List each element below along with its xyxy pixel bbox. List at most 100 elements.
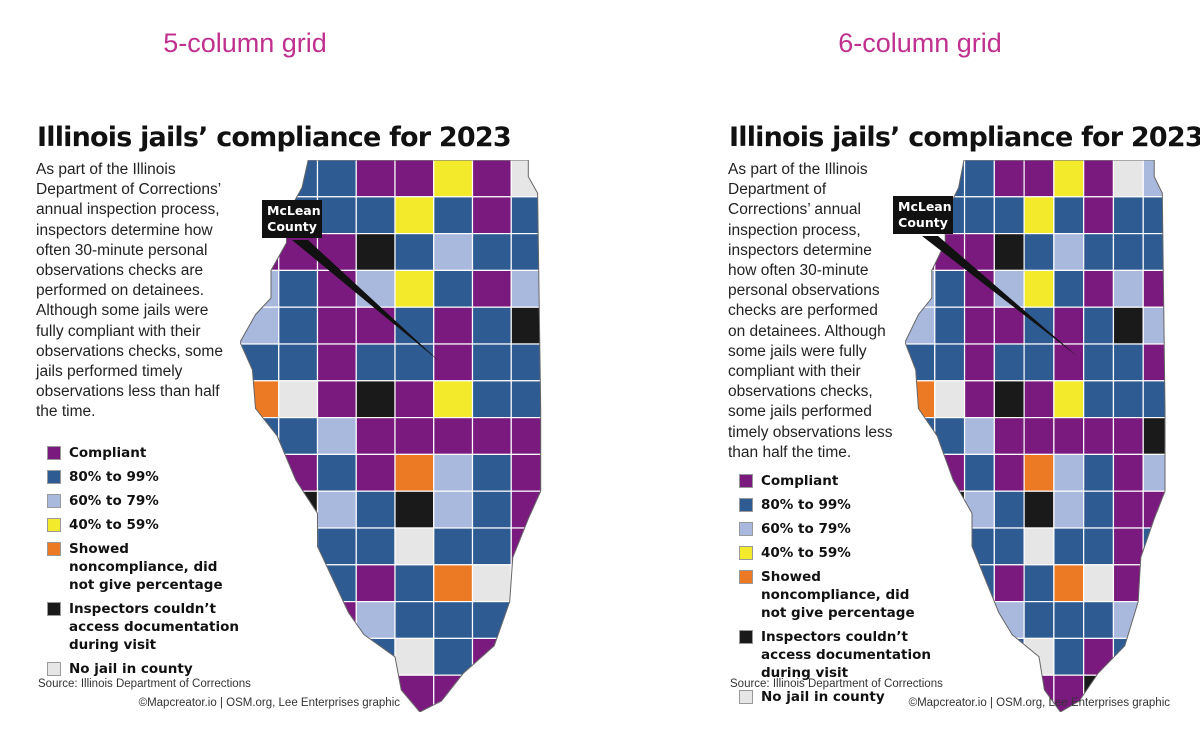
county xyxy=(934,527,966,566)
county xyxy=(433,160,474,198)
legend-item: No jail in county xyxy=(739,688,939,706)
county xyxy=(1083,232,1115,271)
county xyxy=(934,417,966,456)
county xyxy=(471,453,512,492)
county xyxy=(394,637,435,676)
county xyxy=(1023,343,1055,382)
county xyxy=(963,527,995,566)
county xyxy=(963,196,995,235)
county xyxy=(934,306,966,345)
county xyxy=(934,232,966,271)
county xyxy=(993,564,1025,603)
county xyxy=(355,527,396,566)
county xyxy=(1023,527,1055,566)
county xyxy=(1142,637,1165,676)
county xyxy=(963,601,995,640)
county xyxy=(278,601,319,640)
county xyxy=(471,380,512,419)
county xyxy=(355,160,396,198)
county xyxy=(510,343,541,382)
county xyxy=(510,601,541,640)
county xyxy=(433,232,474,271)
source: Source: Illinois Department of Correctio… xyxy=(38,678,251,690)
legend-label: 80% to 99% xyxy=(761,497,851,513)
county xyxy=(1053,564,1085,603)
county xyxy=(316,232,357,271)
legend-label: Inspectors couldn’t access documentation… xyxy=(761,629,931,681)
legend-swatch xyxy=(47,446,61,460)
legend-label: Compliant xyxy=(761,473,839,489)
legend-item: No jail in county xyxy=(47,660,247,678)
county xyxy=(394,380,435,419)
county xyxy=(394,490,435,529)
county xyxy=(316,160,357,198)
county xyxy=(316,453,357,492)
county xyxy=(1142,527,1165,566)
county xyxy=(1112,453,1144,492)
county xyxy=(240,232,280,271)
county xyxy=(1023,196,1055,235)
legend-item: 40% to 59% xyxy=(739,544,939,562)
county xyxy=(1083,196,1115,235)
county xyxy=(394,453,435,492)
county xyxy=(934,380,966,419)
county xyxy=(394,417,435,456)
legend-swatch xyxy=(739,570,753,584)
legend-item: 80% to 99% xyxy=(47,468,247,486)
county xyxy=(316,637,357,676)
county xyxy=(934,269,966,308)
county xyxy=(355,490,396,529)
county xyxy=(510,453,541,492)
county xyxy=(316,417,357,456)
county xyxy=(1023,269,1055,308)
county xyxy=(394,601,435,640)
county xyxy=(1053,637,1085,676)
county xyxy=(1112,637,1144,676)
county xyxy=(471,160,512,198)
legend-item: Inspectors couldn’t access documentation… xyxy=(47,600,247,654)
county xyxy=(278,453,319,492)
county xyxy=(1053,343,1085,382)
legend-swatch xyxy=(739,630,753,644)
legend-label: 40% to 59% xyxy=(69,517,159,533)
county xyxy=(993,160,1025,198)
county xyxy=(1112,269,1144,308)
county xyxy=(510,674,541,712)
county xyxy=(394,269,435,308)
county xyxy=(394,564,435,603)
county xyxy=(355,601,396,640)
county xyxy=(1083,160,1115,198)
county xyxy=(993,527,1025,566)
county xyxy=(316,601,357,640)
county xyxy=(394,232,435,271)
legend-item: Compliant xyxy=(739,472,939,490)
county xyxy=(433,637,474,676)
county xyxy=(355,564,396,603)
county xyxy=(433,674,474,712)
county xyxy=(471,490,512,529)
county xyxy=(1023,564,1055,603)
legend-label: No jail in county xyxy=(761,689,885,705)
county xyxy=(963,306,995,345)
map-title: Illinois jails’ compliance for 2023 xyxy=(37,122,512,153)
county xyxy=(1083,490,1115,529)
county xyxy=(394,196,435,235)
county xyxy=(394,306,435,345)
county xyxy=(1112,417,1144,456)
legend-item: 40% to 59% xyxy=(47,516,247,534)
county xyxy=(1112,196,1144,235)
county xyxy=(471,417,512,456)
county xyxy=(1023,232,1055,271)
legend-swatch xyxy=(47,662,61,676)
county xyxy=(316,306,357,345)
county xyxy=(471,674,512,712)
legend-label: No jail in county xyxy=(69,661,193,677)
county xyxy=(934,564,966,603)
county xyxy=(278,380,319,419)
county xyxy=(394,343,435,382)
county xyxy=(963,232,995,271)
county xyxy=(316,564,357,603)
county xyxy=(993,453,1025,492)
county xyxy=(433,196,474,235)
